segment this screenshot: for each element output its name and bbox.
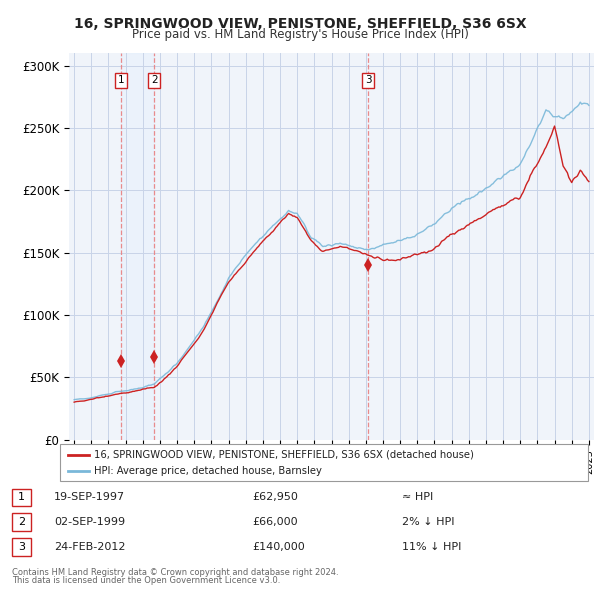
Text: 24-FEB-2012: 24-FEB-2012	[54, 542, 125, 552]
Text: 2% ↓ HPI: 2% ↓ HPI	[402, 517, 455, 527]
Text: Price paid vs. HM Land Registry's House Price Index (HPI): Price paid vs. HM Land Registry's House …	[131, 28, 469, 41]
Text: £66,000: £66,000	[252, 517, 298, 527]
Text: 3: 3	[18, 542, 25, 552]
Text: 2: 2	[18, 517, 25, 527]
Text: £140,000: £140,000	[252, 542, 305, 552]
Text: ≈ HPI: ≈ HPI	[402, 493, 433, 502]
Text: 19-SEP-1997: 19-SEP-1997	[54, 493, 125, 502]
Text: 11% ↓ HPI: 11% ↓ HPI	[402, 542, 461, 552]
FancyBboxPatch shape	[60, 444, 588, 481]
Bar	[121, 53, 154, 440]
Text: 1: 1	[118, 75, 124, 85]
Text: 2: 2	[151, 75, 158, 85]
Text: 02-SEP-1999: 02-SEP-1999	[54, 517, 125, 527]
Text: £62,950: £62,950	[252, 493, 298, 502]
Text: 16, SPRINGWOOD VIEW, PENISTONE, SHEFFIELD, S36 6SX: 16, SPRINGWOOD VIEW, PENISTONE, SHEFFIEL…	[74, 17, 526, 31]
Text: 3: 3	[365, 75, 371, 85]
Text: Contains HM Land Registry data © Crown copyright and database right 2024.: Contains HM Land Registry data © Crown c…	[12, 568, 338, 577]
Text: This data is licensed under the Open Government Licence v3.0.: This data is licensed under the Open Gov…	[12, 576, 280, 585]
Text: 16, SPRINGWOOD VIEW, PENISTONE, SHEFFIELD, S36 6SX (detached house): 16, SPRINGWOOD VIEW, PENISTONE, SHEFFIEL…	[94, 450, 474, 460]
Text: HPI: Average price, detached house, Barnsley: HPI: Average price, detached house, Barn…	[94, 466, 322, 476]
Text: 1: 1	[18, 493, 25, 502]
